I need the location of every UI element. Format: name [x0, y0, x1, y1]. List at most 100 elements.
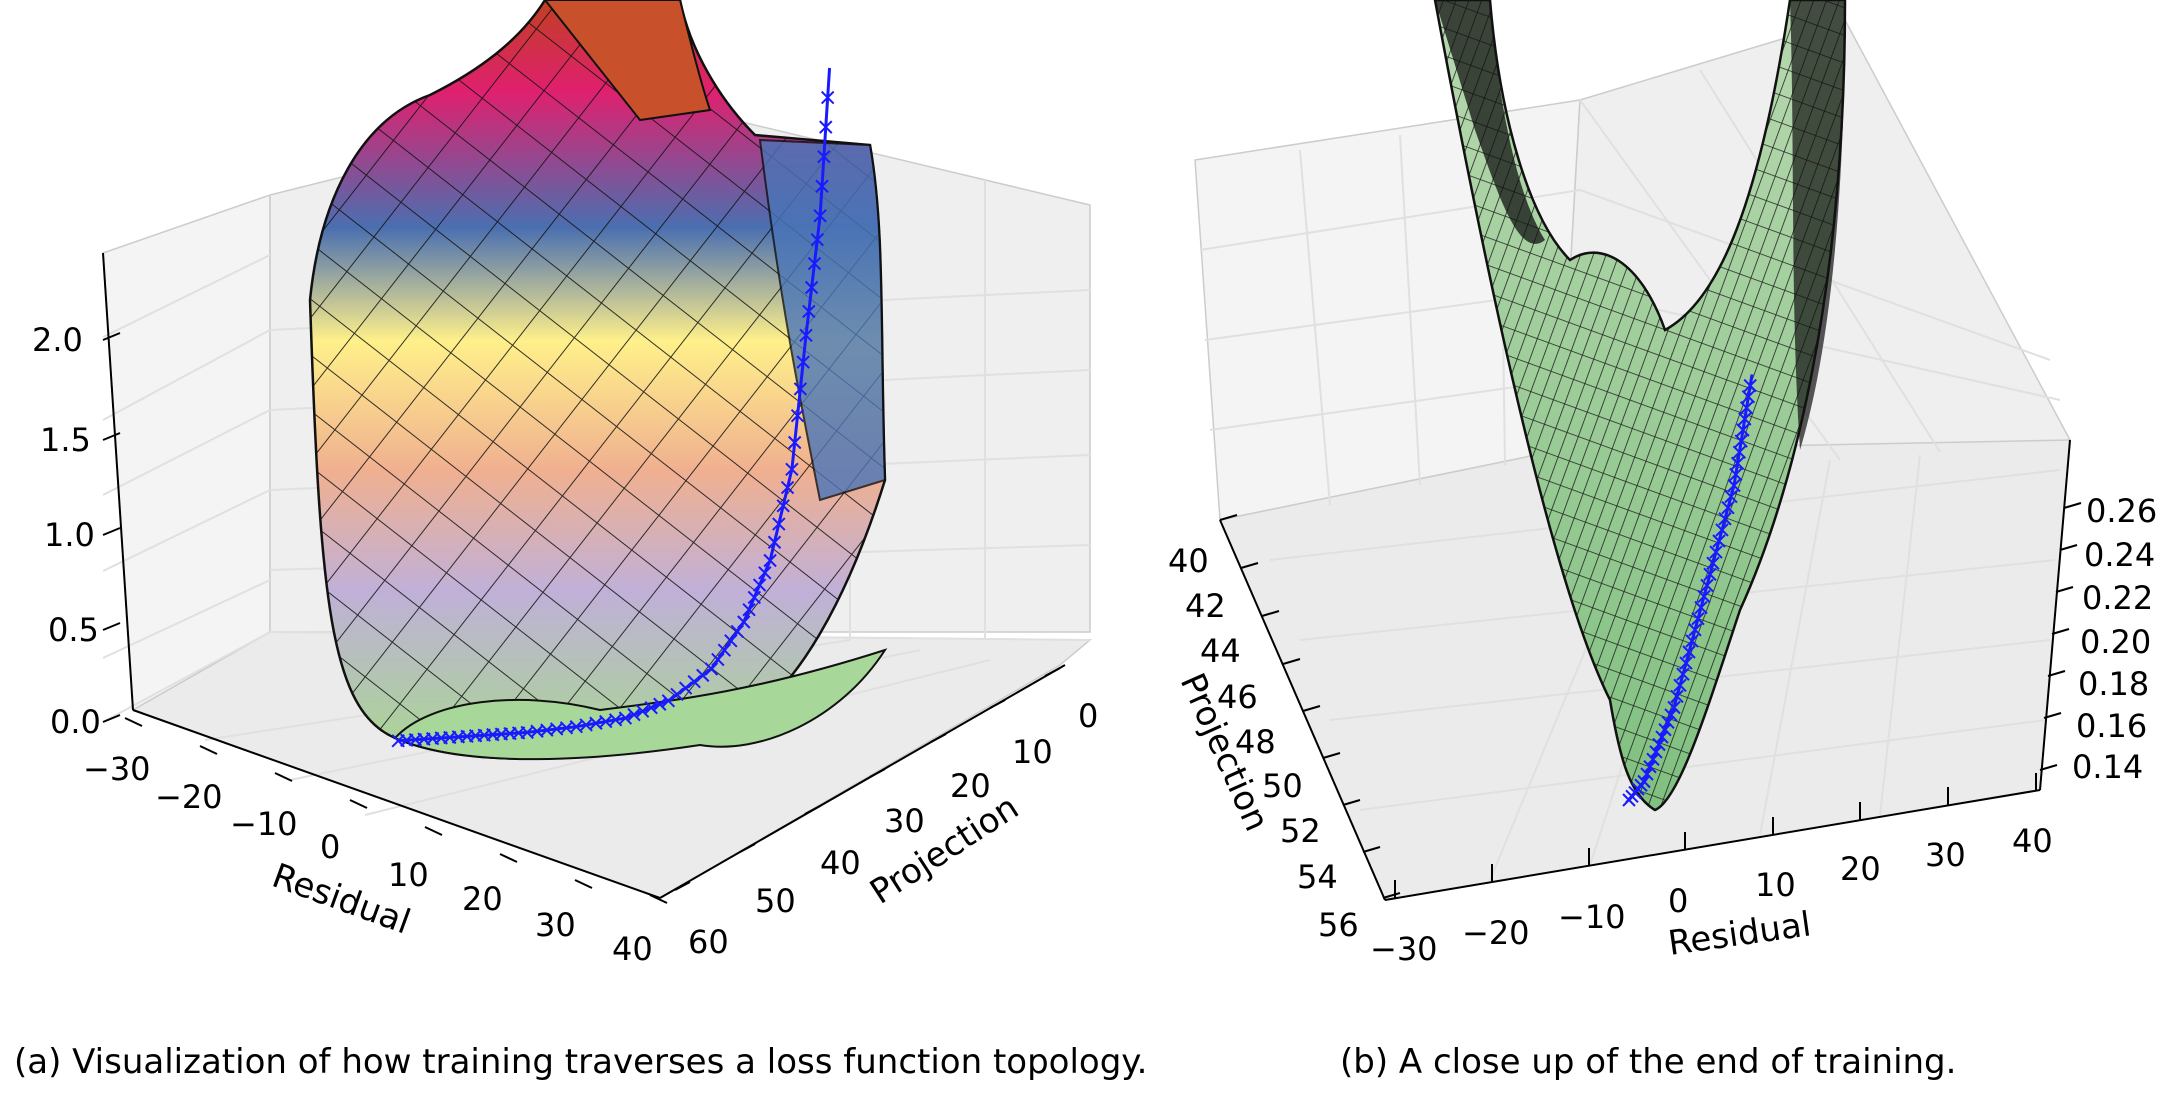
svg-text:0: 0 [1668, 882, 1688, 920]
path-b-marker [1640, 767, 1654, 781]
path-a-marker [772, 517, 786, 531]
svg-text:20: 20 [462, 880, 503, 918]
path-b-marker [1637, 774, 1651, 789]
path-b-marker [1661, 715, 1675, 730]
z-ticks-b: 0.14 0.16 0.18 0.20 0.22 0.24 0.26 [2039, 492, 2157, 786]
path-a-marker [618, 711, 633, 725]
path-b-marker [1652, 737, 1666, 752]
z-axis-line-a [102, 252, 134, 711]
svg-text:20: 20 [950, 767, 991, 805]
path-b-marker [1712, 534, 1726, 548]
svg-text:−10: −10 [1558, 898, 1626, 936]
svg-text:48: 48 [1235, 723, 1276, 761]
y-tick-a-3: 30 [869, 768, 925, 840]
x-tick-a-0: −30 [83, 717, 151, 788]
z-tick-b-4: 0.22 [2055, 579, 2153, 617]
svg-text:42: 42 [1185, 587, 1226, 625]
path-a-marker [793, 382, 808, 396]
x-tick-a-1: −20 [155, 745, 223, 816]
svg-text:46: 46 [1217, 678, 1258, 716]
svg-text:56: 56 [1318, 906, 1359, 944]
svg-text:0.20: 0.20 [2080, 623, 2151, 661]
x-tick-b-2: −10 [1558, 848, 1626, 936]
path-b-marker [1664, 708, 1678, 722]
svg-text:30: 30 [535, 906, 576, 944]
path-b-marker [1643, 759, 1657, 774]
path-a-marker [758, 566, 772, 580]
svg-text:54: 54 [1297, 858, 1338, 896]
y-tick-b-6: 52 [1280, 799, 1361, 850]
z-tick-b-3: 0.20 [2051, 623, 2151, 661]
x-tick-a-5: 20 [462, 853, 518, 918]
x-tick-a-7: 40 [612, 894, 668, 968]
y-tick-b-4: 48 [1235, 705, 1321, 761]
path-b-line [1627, 374, 1754, 801]
svg-text:10: 10 [1755, 866, 1796, 904]
svg-text:0.24: 0.24 [2084, 536, 2155, 574]
x-tick-b-6: 30 [1925, 787, 1966, 874]
path-a-marker [747, 590, 762, 605]
z-tick-a-4: 2.0 [32, 321, 121, 359]
x-tick-b-3: 0 [1668, 832, 1688, 920]
z-ticks-a: 0.0 0.5 1.0 1.5 2.0 [32, 321, 121, 741]
z-tick-a-3: 1.5 [40, 421, 121, 459]
path-b-marker [1734, 434, 1748, 448]
path-b-marker [1730, 456, 1745, 471]
path-a-marker [788, 435, 802, 450]
y-tick-a-2: 20 [930, 733, 991, 805]
path-b-marker [1736, 423, 1750, 437]
svg-text:40: 40 [2012, 822, 2053, 860]
x-axis-line-b [1384, 789, 2041, 901]
path-a-marker [790, 408, 805, 423]
path-a-marker [763, 553, 777, 568]
path-b-marker [1718, 512, 1732, 526]
path-b-marker [1697, 589, 1711, 604]
x-tick-a-2: −10 [230, 772, 298, 843]
svg-text:0.5: 0.5 [48, 611, 99, 649]
path-b-marker [1732, 445, 1747, 459]
path-b-marker [1727, 478, 1741, 493]
x-axis-line-a [132, 709, 661, 899]
path-a-marker [820, 90, 835, 105]
svg-text:2.0: 2.0 [32, 321, 83, 359]
y-axis-line-b [1219, 519, 1386, 901]
z-tick-b-0: 0.14 [2039, 748, 2143, 786]
path-a-marker [813, 209, 827, 223]
z-tick-b-6: 0.26 [2063, 492, 2157, 530]
path-a-marker [799, 328, 813, 343]
y-tick-b-3: 46 [1217, 658, 1301, 716]
path-b-marker [1706, 556, 1720, 570]
x-tick-b-7: 40 [2012, 773, 2053, 860]
z-tick-b-1: 0.16 [2043, 707, 2147, 745]
svg-text:0.18: 0.18 [2078, 665, 2149, 703]
training-path-a [391, 67, 835, 748]
x-tick-b-0: −30 [1370, 880, 1438, 968]
path-b-marker [1676, 667, 1690, 681]
y-ticks-b: 40 42 44 46 48 50 52 54 56 [1168, 514, 1401, 944]
path-b-marker [1646, 752, 1660, 767]
path-a-marker [737, 615, 751, 629]
x-tick-b-1: −20 [1462, 864, 1530, 952]
svg-text:0.26: 0.26 [2086, 492, 2157, 530]
y-tick-a-1: 10 [989, 699, 1053, 771]
svg-text:40: 40 [1168, 542, 1209, 580]
path-a-marker [807, 256, 822, 271]
z-tick-a-0: 0.0 [50, 703, 121, 741]
caption-a: (a) Visualization of how training traver… [14, 1042, 1148, 1082]
svg-text:30: 30 [884, 802, 925, 840]
svg-text:−20: −20 [1462, 914, 1530, 952]
z-axis-line-b [2039, 439, 2071, 791]
z-tick-a-2: 1.0 [44, 516, 121, 554]
path-a-marker [724, 634, 738, 648]
svg-text:20: 20 [1840, 850, 1881, 888]
path-b-marker [1724, 489, 1738, 504]
svg-text:−30: −30 [1370, 930, 1438, 968]
svg-text:0: 0 [1078, 697, 1098, 735]
path-a-marker [802, 304, 816, 319]
svg-text:−30: −30 [83, 750, 151, 788]
x-ticks-a: −30 −20 −10 0 10 20 30 40 [83, 717, 668, 968]
svg-text:−10: −10 [230, 805, 298, 843]
svg-text:60: 60 [688, 923, 729, 961]
path-b-marker [1655, 730, 1669, 744]
